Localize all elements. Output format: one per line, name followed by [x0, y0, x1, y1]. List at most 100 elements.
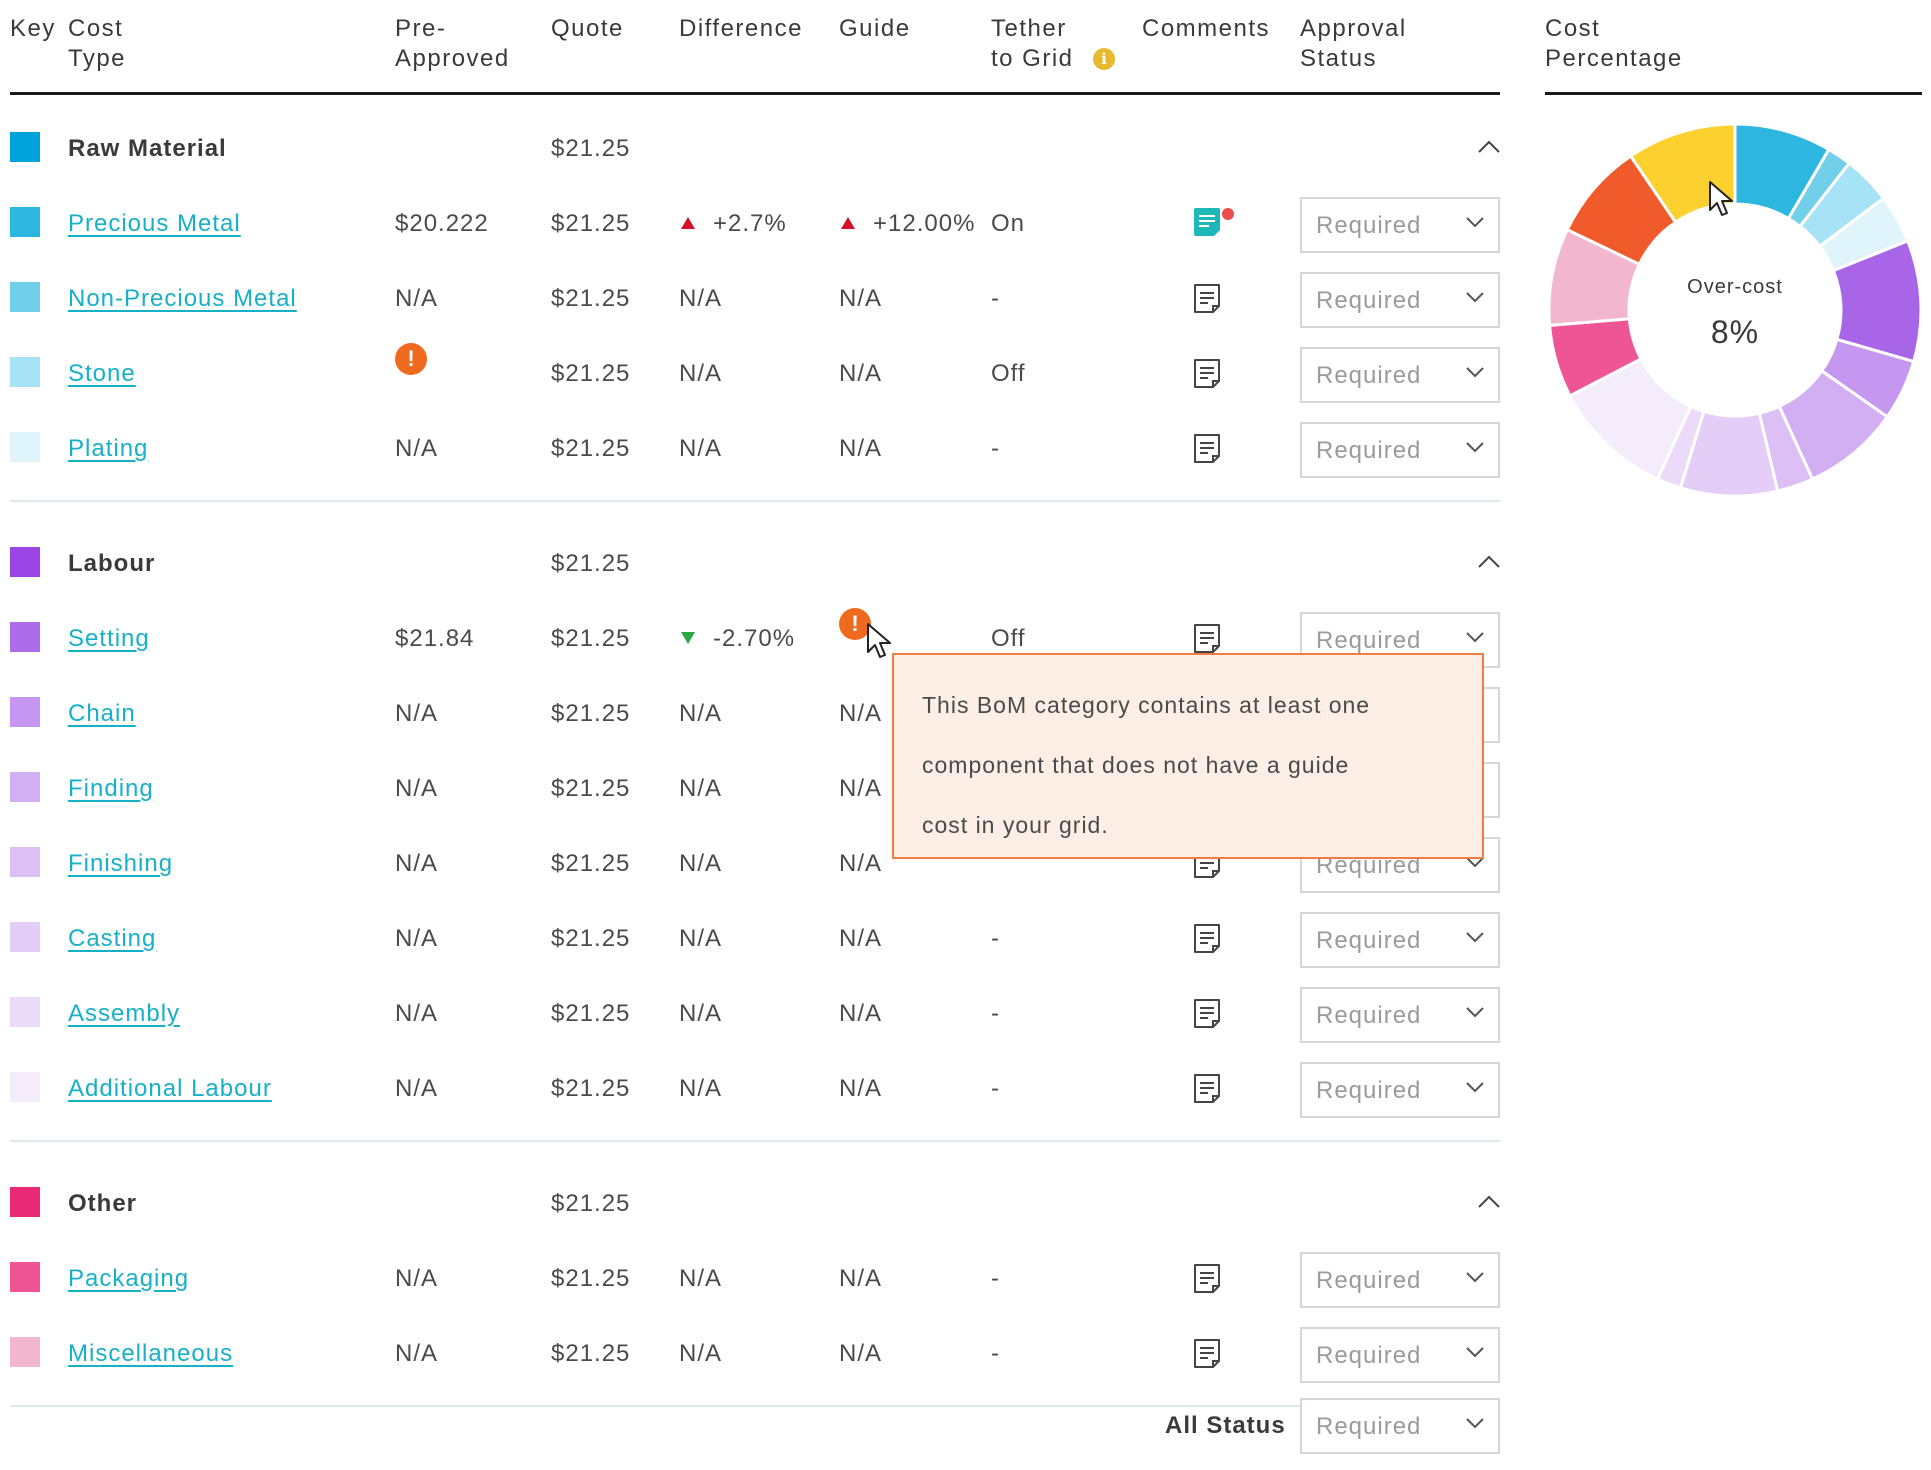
chevron-down-icon	[1466, 217, 1484, 228]
approval-status-select[interactable]: Required	[1300, 1252, 1500, 1308]
quote-value: $21.25	[551, 210, 631, 237]
cost-type-link[interactable]: Finishing	[68, 850, 174, 877]
category-swatch	[10, 1187, 40, 1217]
difference-text: +2.7%	[713, 210, 787, 237]
approval-status-select[interactable]: Required	[1300, 422, 1500, 478]
cost-type-link[interactable]: Stone	[68, 360, 136, 387]
pre-approved-value: N/A	[395, 925, 439, 952]
increase-icon	[681, 217, 695, 229]
guide-text: N/A	[839, 775, 883, 802]
cost-type-link[interactable]: Precious Metal	[68, 210, 241, 237]
item-swatch	[10, 697, 40, 727]
category-quote: $21.25	[551, 1190, 631, 1217]
item-swatch	[10, 997, 40, 1027]
cost-type-link[interactable]: Packaging	[68, 1265, 190, 1292]
pre-approved-value: N/A	[395, 700, 439, 727]
comment-icon[interactable]	[1192, 357, 1222, 389]
item-swatch	[10, 847, 40, 877]
difference-text: N/A	[679, 700, 723, 727]
difference-text: N/A	[679, 850, 723, 877]
approval-status-select[interactable]: Required	[1300, 1327, 1500, 1383]
approval-status-value: Required	[1316, 627, 1422, 654]
guide-text: N/A	[839, 435, 883, 462]
difference-value: +2.7%	[681, 209, 787, 239]
comment-icon[interactable]	[1192, 282, 1222, 314]
all-status-select[interactable]: Required	[1300, 1398, 1500, 1454]
cost-type-link[interactable]: Assembly	[68, 1000, 181, 1027]
approval-status-select[interactable]: Required	[1300, 197, 1500, 253]
guide-text: N/A	[839, 850, 883, 877]
difference-text: N/A	[679, 360, 723, 387]
quote-value: $21.25	[551, 360, 631, 387]
category-swatch	[10, 547, 40, 577]
pre-approved-value: N/A	[395, 1340, 439, 1367]
quote-value: $21.25	[551, 775, 631, 802]
pre-approved-value: N/A	[395, 1075, 439, 1102]
warning-icon[interactable]: !	[395, 343, 427, 375]
cost-type-link[interactable]: Non-Precious Metal	[68, 285, 297, 312]
pre-approved-value: N/A	[395, 775, 439, 802]
comment-icon[interactable]	[1192, 622, 1222, 654]
comment-icon[interactable]	[1192, 997, 1222, 1029]
tether-value: -	[991, 435, 1000, 462]
quote-value: $21.25	[551, 625, 631, 652]
chevron-down-icon	[1466, 292, 1484, 303]
comment-icon[interactable]	[1192, 432, 1222, 464]
pre-approved-value: N/A	[395, 285, 439, 312]
chevron-down-icon	[1466, 1272, 1484, 1283]
approval-status-select[interactable]: Required	[1300, 987, 1500, 1043]
difference-value: -2.70%	[681, 624, 795, 654]
cost-type-link[interactable]: Chain	[68, 700, 136, 727]
item-swatch	[10, 772, 40, 802]
approval-status-select[interactable]: Required	[1300, 1062, 1500, 1118]
cost-type-link[interactable]: Miscellaneous	[68, 1340, 234, 1367]
comment-icon[interactable]	[1192, 922, 1222, 954]
cost-type-link[interactable]: Setting	[68, 625, 150, 652]
approval-status-select[interactable]: Required	[1300, 272, 1500, 328]
header-pre-approved: Pre- Approved	[395, 15, 510, 72]
approval-status-select[interactable]: Required	[1300, 347, 1500, 403]
approval-status-select[interactable]: Required	[1300, 912, 1500, 968]
cost-type-link[interactable]: Finding	[68, 775, 154, 802]
item-swatch	[10, 432, 40, 462]
guide-text: N/A	[839, 1075, 883, 1102]
guide-value: +12.00%	[841, 209, 975, 239]
guide-value: N/A	[839, 1264, 882, 1294]
guide-value: N/A	[839, 1074, 882, 1104]
difference-value: N/A	[679, 434, 722, 464]
approval-status-value: Required	[1316, 437, 1422, 464]
header-tether-to-grid: Tether to Grid	[991, 15, 1074, 72]
chevron-up-icon[interactable]	[1474, 132, 1504, 162]
tether-value: -	[991, 925, 1000, 952]
tether-value: Off	[991, 625, 1026, 652]
guide-value: N/A	[839, 1339, 882, 1369]
donut-slice[interactable]	[1628, 122, 1737, 225]
category-name: Other	[68, 1190, 138, 1217]
warning-icon[interactable]: !	[839, 608, 871, 640]
approval-status-value: Required	[1316, 1002, 1422, 1029]
item-swatch	[10, 1262, 40, 1292]
comment-icon[interactable]	[1192, 1337, 1222, 1369]
chevron-up-icon[interactable]	[1474, 547, 1504, 577]
comment-icon[interactable]	[1192, 1262, 1222, 1294]
cost-type-link[interactable]: Casting	[68, 925, 157, 952]
quote-value: $21.25	[551, 925, 631, 952]
tether-value: On	[991, 210, 1026, 237]
guide-value: N/A	[839, 924, 882, 954]
cost-type-link[interactable]: Additional Labour	[68, 1075, 272, 1102]
guide-text: N/A	[839, 1340, 883, 1367]
category-divider	[10, 1140, 1500, 1142]
pre-approved-value: N/A	[395, 1000, 439, 1027]
all-status-label: All Status	[1165, 1412, 1286, 1439]
chevron-up-icon[interactable]	[1474, 1187, 1504, 1217]
comment-icon[interactable]	[1192, 1072, 1222, 1104]
guide-warning-tooltip: This BoM category contains at least one …	[892, 653, 1484, 859]
cost-type-link[interactable]: Plating	[68, 435, 149, 462]
chevron-down-icon	[1466, 1007, 1484, 1018]
difference-value: N/A	[679, 1074, 722, 1104]
comment-active-icon[interactable]	[1192, 206, 1236, 246]
difference-value: N/A	[679, 699, 722, 729]
item-swatch	[10, 622, 40, 652]
header-quote: Quote	[551, 15, 624, 42]
info-icon[interactable]: i	[1093, 48, 1115, 70]
